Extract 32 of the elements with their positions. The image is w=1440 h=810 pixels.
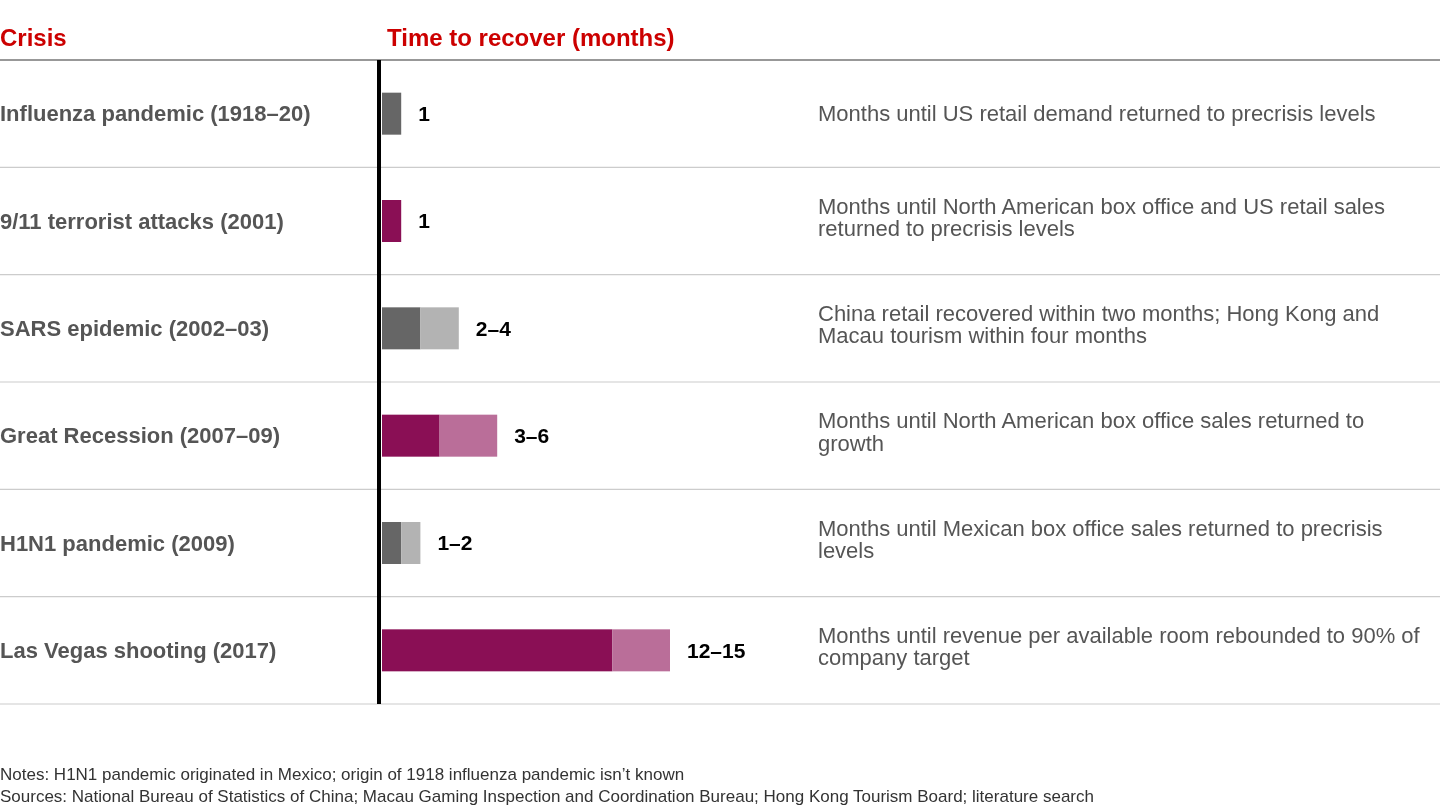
- bar: [401, 522, 421, 564]
- data-label: 12–15: [687, 638, 746, 662]
- text: China retail recovered within two months; Hong Kong and Macau tourism within four months: [818, 301, 1380, 349]
- y-tick-label: 9/11 terrorist attacks (2001): [0, 208, 284, 234]
- bar: [382, 200, 402, 242]
- text: Months until North American box office and US retail sales returned to precrisis levels: [818, 193, 1385, 241]
- data-label: 1: [418, 102, 431, 126]
- y-tick-label: H1N1 pandemic (2009): [0, 530, 235, 556]
- y-tick-label: SARS epidemic (2002–03): [0, 316, 270, 342]
- bar: [420, 307, 459, 350]
- data-label: 2–4: [475, 316, 512, 340]
- bar: [382, 92, 402, 135]
- bar: [612, 629, 670, 672]
- data-label: 1: [418, 209, 431, 233]
- y-axis-title: Crisis: [0, 24, 67, 51]
- y-tick-label: Las Vegas shooting (2017): [0, 638, 277, 664]
- text: Months until Mexican box office sales returned to precrisis levels: [818, 515, 1383, 563]
- text: Notes: H1N1 pandemic originated in Mexico; origin of 1918 influenza pandemic isn’t known: [0, 765, 685, 784]
- bar: [382, 629, 613, 672]
- bar: [439, 414, 498, 457]
- y-tick-label: Great Recession (2007–09): [0, 423, 281, 449]
- data-label: 3–6: [514, 424, 550, 448]
- text: Months until revenue per available room rebounded to 90% of company target: [818, 623, 1421, 671]
- text: Months until North American box office sales returned to growth: [818, 408, 1365, 456]
- text: Months until US retail demand returned to precrisis levels: [818, 101, 1376, 127]
- y-tick-label: Influenza pandemic (1918–20): [0, 101, 311, 127]
- data-label: 1–2: [437, 531, 473, 555]
- source-note: Sources: National Bureau of Statistics of China; Macau Gaming Inspection and Coordination Bureau; Hong Kong Tourism Board; literature search: [0, 787, 1094, 806]
- bar: [382, 414, 440, 457]
- bar: [382, 307, 421, 350]
- bar: [382, 522, 402, 564]
- x-axis-title: Time to recover (months): [387, 24, 675, 51]
